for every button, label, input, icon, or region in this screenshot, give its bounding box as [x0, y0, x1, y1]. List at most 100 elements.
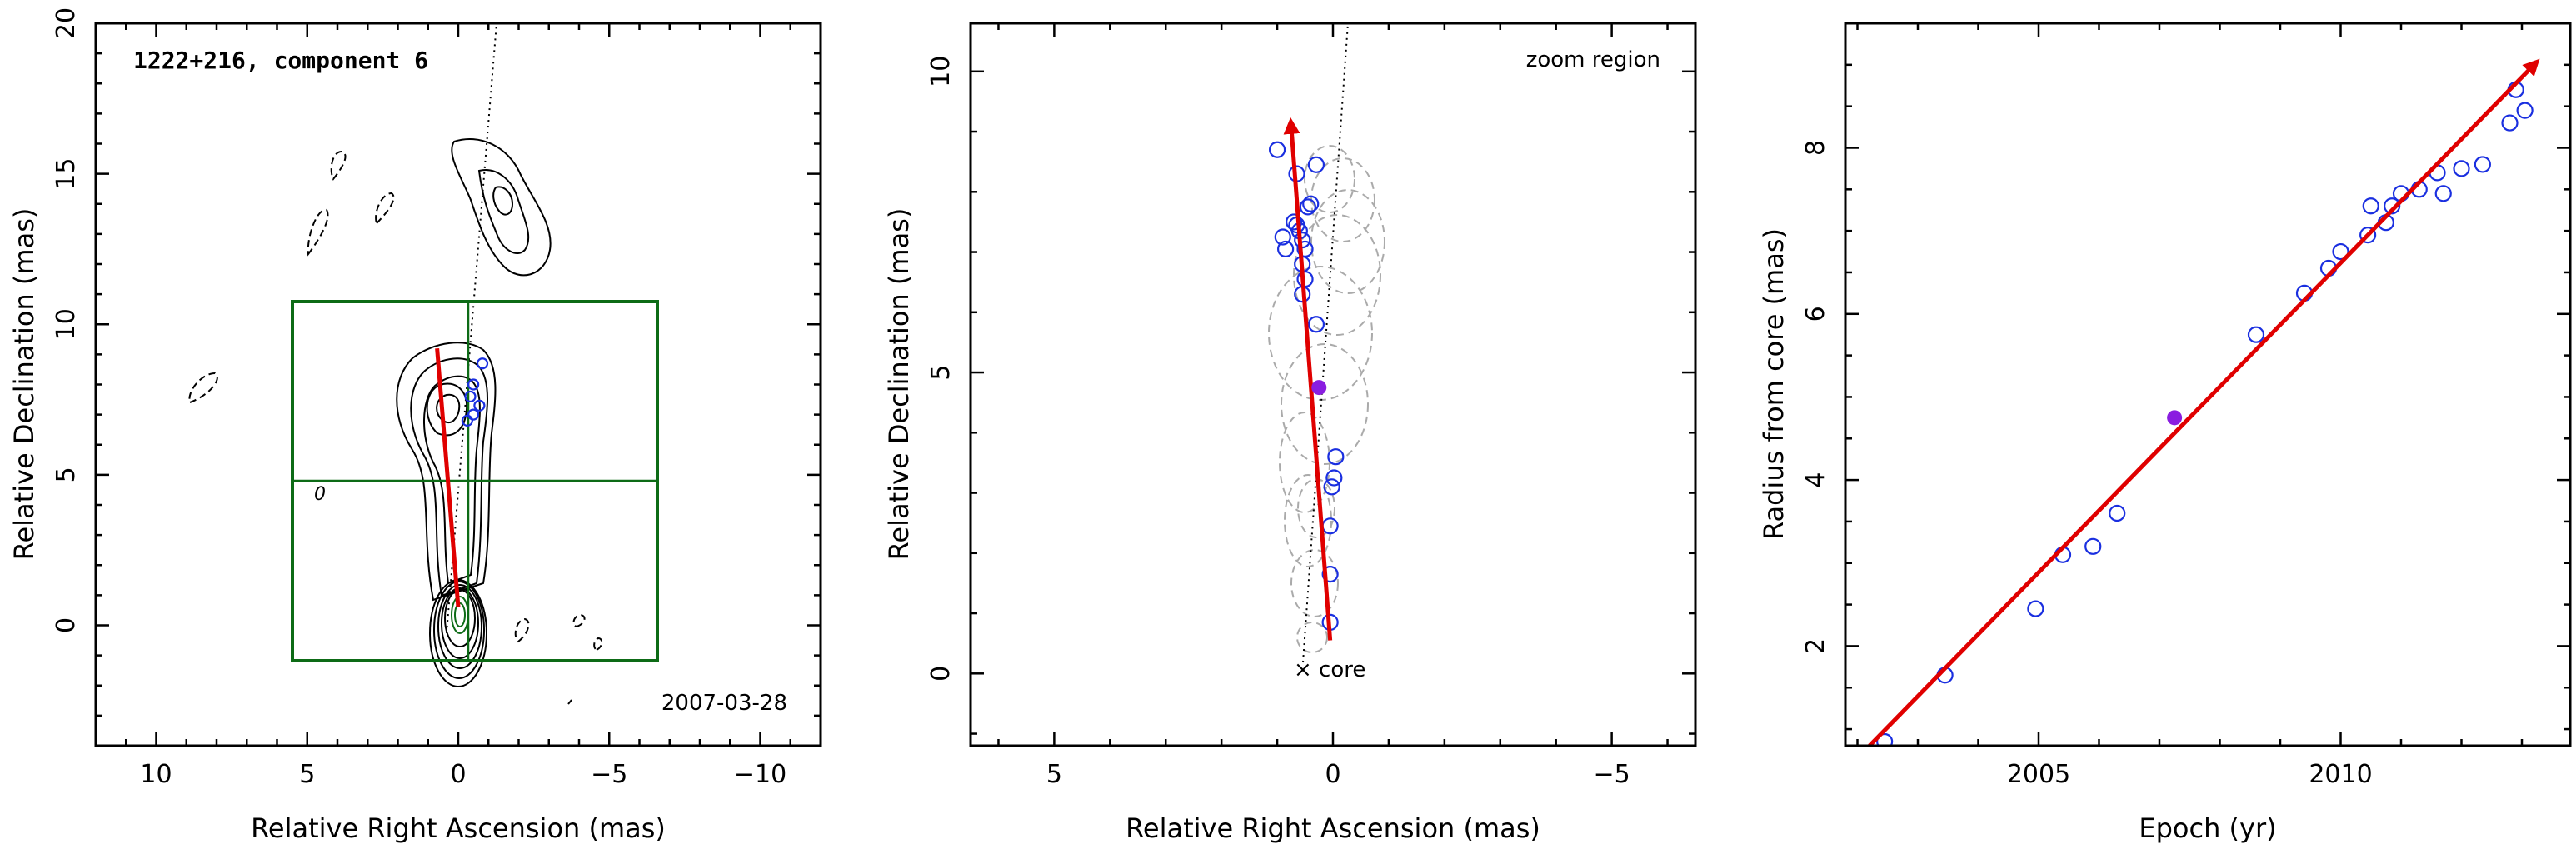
- y-tick-label: 5: [926, 365, 956, 381]
- zoom-region-label: zoom region: [1526, 47, 1660, 72]
- x-tick-label: 2010: [2309, 760, 2372, 789]
- data-point: [473, 399, 486, 412]
- data-point: [1302, 195, 1320, 212]
- x-tick-label: 2005: [2007, 760, 2070, 789]
- data-point: [1274, 228, 1291, 246]
- y-tick-label: 20: [52, 7, 81, 39]
- epoch-plot-area: [1868, 58, 2540, 746]
- y-tick-label: 0: [52, 617, 81, 633]
- data-point: [2247, 326, 2265, 343]
- map-contours: [188, 23, 659, 705]
- x-tick-label: −5: [591, 760, 627, 789]
- contour-zero-label: 0: [314, 484, 326, 505]
- map-axes: 10 5 0 −5 −10 0 5 10 15 20: [52, 7, 822, 789]
- map-xlabel: Relative Right Ascension (mas): [251, 812, 666, 844]
- data-point: [2084, 537, 2102, 555]
- contour-jet-3: [423, 375, 481, 585]
- data-point: [2434, 185, 2452, 202]
- epoch-points: [1876, 81, 2534, 746]
- y-tick-label: 10: [926, 56, 956, 87]
- epoch-axes: 2005 2010 2 4 6 8: [1801, 22, 2570, 789]
- data-point: [1286, 213, 1303, 231]
- x-tick-label: −5: [1593, 760, 1630, 789]
- data-point: [2362, 197, 2379, 215]
- data-point: [464, 390, 477, 403]
- y-tick-label: 8: [1801, 140, 1830, 156]
- contour-jet-1: [396, 342, 497, 602]
- x-tick-label: −10: [734, 760, 786, 789]
- contour-core-3: [437, 584, 482, 669]
- beam-ellipse: [1304, 145, 1355, 213]
- zoom-axes: 5 0 −5 0 5 10: [926, 23, 1695, 789]
- data-point: [1277, 240, 1295, 258]
- neg-contour-5: [514, 617, 530, 643]
- epoch-frame: [1844, 22, 2572, 747]
- data-point: [2501, 114, 2519, 132]
- data-point: [1268, 141, 1286, 158]
- map-date: 2007-03-28: [661, 691, 787, 716]
- data-point: [2516, 102, 2534, 119]
- y-tick-label: 6: [1801, 306, 1830, 322]
- zoom-frame: [969, 22, 1697, 747]
- data-point: [1876, 732, 1894, 746]
- zoom-xlabel: Relative Right Ascension (mas): [1126, 812, 1540, 844]
- zoom-ylabel: Relative Declination (mas): [883, 208, 915, 561]
- data-point: [2453, 160, 2470, 177]
- data-point: [2359, 227, 2377, 244]
- beam-ellipse: [1268, 266, 1373, 401]
- y-tick-label: 0: [926, 666, 956, 682]
- y-tick-label: 4: [1801, 472, 1830, 488]
- contour-core-2: [441, 587, 479, 659]
- neg-contour-8: [567, 699, 572, 705]
- highlight-epoch-point: [2167, 410, 2183, 426]
- x-tick-label: 10: [140, 760, 172, 789]
- data-point: [2109, 504, 2126, 522]
- map-title: 1222+216, component 6: [133, 47, 428, 74]
- beam-ellipse: [1284, 474, 1332, 567]
- contour-core-4: [433, 581, 485, 679]
- map-fit-line: [435, 347, 461, 608]
- x-tick-label: 0: [450, 760, 466, 789]
- neg-contour-2: [307, 209, 329, 257]
- y-tick-label: 5: [52, 467, 81, 482]
- neg-contour-7: [593, 637, 603, 652]
- beam-ellipse: [1281, 343, 1369, 465]
- data-point: [1307, 316, 1325, 333]
- map-ylabel: Relative Declination (mas): [8, 208, 40, 561]
- data-point: [1325, 469, 1343, 487]
- data-point: [1321, 565, 1339, 583]
- beam-ellipse: [1290, 549, 1339, 617]
- contour-core-1: [444, 589, 476, 647]
- map-frame: [94, 22, 822, 747]
- beam-ellipse: [1296, 622, 1328, 653]
- contour-jet-4: [426, 382, 468, 437]
- y-tick-label: 10: [52, 308, 81, 340]
- epoch-xlabel: Epoch (yr): [2139, 812, 2276, 844]
- data-point: [461, 414, 473, 427]
- map-component-points: [461, 357, 489, 427]
- zoom-fit-arrow: [1283, 117, 1333, 641]
- data-point: [476, 357, 489, 370]
- data-point: [1307, 156, 1325, 173]
- beam-ellipse: [1297, 478, 1335, 538]
- beam-ellipse: [1310, 189, 1385, 294]
- data-point: [2474, 156, 2491, 173]
- beam-ellipse: [1279, 412, 1330, 513]
- neg-contour-1: [330, 150, 347, 181]
- panel-radius-vs-epoch: 2005 2010 2 4 6 8 Epoch (yr) Radius from core…: [1758, 22, 2572, 844]
- neg-contour-3: [375, 192, 395, 225]
- data-point: [2384, 197, 2401, 215]
- neg-contour-6: [572, 613, 586, 628]
- data-point: [2332, 242, 2349, 261]
- zoom-plot-area: [1268, 23, 1385, 663]
- x-tick-label: 0: [1325, 760, 1340, 789]
- data-point: [1327, 448, 1345, 466]
- data-point: [467, 408, 480, 421]
- y-tick-label: 15: [52, 158, 81, 190]
- epoch-fit-arrow: [1868, 58, 2540, 746]
- core-label: × core: [1294, 657, 1365, 682]
- beam-ellipse: [1293, 214, 1381, 336]
